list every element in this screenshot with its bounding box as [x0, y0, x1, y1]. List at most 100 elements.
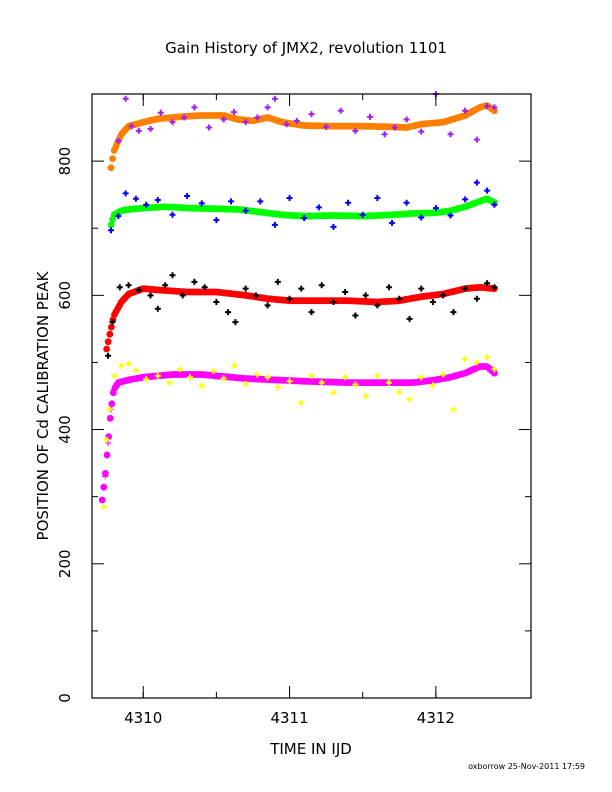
data-point — [115, 137, 122, 144]
fit-marker — [271, 376, 278, 383]
data-point — [132, 367, 139, 374]
data-point — [264, 302, 271, 309]
data-point — [274, 384, 281, 391]
series-4 — [103, 283, 498, 353]
data-point — [318, 379, 325, 386]
fit-marker — [99, 497, 106, 504]
data-point — [473, 295, 480, 302]
x-tick-label: 4312 — [417, 709, 455, 727]
data-point — [301, 215, 308, 222]
fit-marker — [125, 290, 132, 297]
data-point — [447, 212, 454, 219]
data-point — [122, 95, 129, 102]
fit-marker — [228, 374, 235, 381]
data-point — [201, 284, 208, 291]
data-point — [432, 205, 439, 212]
data-point — [225, 309, 232, 316]
fit-marker — [105, 439, 112, 446]
series-5 — [105, 272, 498, 359]
fit-marker — [330, 123, 337, 130]
data-point — [359, 211, 366, 218]
data-point — [462, 356, 469, 363]
data-point — [462, 285, 469, 292]
series-0 — [107, 102, 498, 172]
credit-line: oxborrow 25-Nov-2011 17:59 — [468, 762, 585, 771]
data-point — [440, 292, 447, 299]
fit-point — [109, 155, 116, 163]
fit-marker — [476, 363, 483, 370]
fit-marker — [118, 299, 125, 306]
data-point — [330, 223, 337, 230]
fit-marker — [264, 114, 271, 121]
fit-marker — [432, 376, 439, 383]
data-point — [264, 104, 271, 111]
data-point — [271, 221, 278, 228]
data-point — [242, 285, 249, 292]
fit-marker — [198, 112, 205, 119]
fit-marker — [476, 104, 483, 111]
plot-frame — [91, 93, 532, 699]
fit-marker — [301, 378, 308, 385]
data-point — [406, 396, 413, 403]
chart-title: Gain History of JMX2, revolution 1101 — [165, 39, 447, 57]
data-point — [252, 292, 259, 299]
fit-marker — [110, 148, 117, 155]
data-point — [450, 406, 457, 413]
data-point — [230, 109, 237, 116]
data-point — [271, 95, 278, 102]
fit-marker — [249, 117, 256, 124]
fit-marker — [103, 346, 110, 353]
data-point — [298, 285, 305, 292]
data-point — [345, 199, 352, 206]
data-point — [484, 187, 491, 194]
data-point — [293, 117, 300, 124]
fit-marker — [118, 131, 125, 138]
y-tick-label: 800 — [56, 147, 74, 176]
x-axis: 4310 4311 4312 — [124, 94, 455, 727]
fit-marker — [345, 379, 352, 386]
data-point — [403, 116, 410, 123]
data-point — [286, 195, 293, 202]
fit-marker — [484, 195, 491, 202]
fit-marker — [213, 288, 220, 295]
fit-point — [102, 470, 109, 477]
data-point — [337, 107, 344, 114]
fit-marker — [235, 116, 242, 123]
data-point — [462, 196, 469, 203]
fit-marker — [140, 119, 147, 126]
data-point — [286, 378, 293, 385]
data-point — [198, 200, 205, 207]
data-point — [352, 127, 359, 134]
fit-point — [110, 389, 117, 397]
data-point — [308, 309, 315, 316]
fit-marker — [102, 473, 109, 480]
data-point — [154, 197, 161, 204]
data-point — [440, 371, 447, 378]
fit-point — [103, 451, 111, 459]
series-2 — [107, 195, 498, 229]
data-point — [418, 214, 425, 221]
data-point — [181, 114, 188, 121]
fit-marker — [410, 210, 417, 217]
fit-marker — [115, 379, 122, 386]
fit-marker — [388, 211, 395, 218]
fit-marker — [110, 386, 117, 393]
data-point — [100, 503, 107, 510]
fit-marker — [410, 379, 417, 386]
data-point — [143, 201, 150, 208]
data-point — [154, 305, 161, 312]
data-point — [450, 309, 457, 316]
data-point — [116, 284, 123, 291]
data-point — [210, 368, 217, 375]
fit-marker — [484, 363, 491, 370]
data-point — [206, 124, 213, 131]
data-point — [118, 362, 125, 369]
data-point — [115, 213, 122, 220]
data-point — [230, 362, 237, 369]
fit-marker — [108, 221, 115, 228]
data-point — [473, 179, 480, 186]
data-point — [169, 272, 176, 279]
data-point — [418, 374, 425, 381]
fit-marker — [184, 288, 191, 295]
fit-marker — [110, 211, 117, 218]
